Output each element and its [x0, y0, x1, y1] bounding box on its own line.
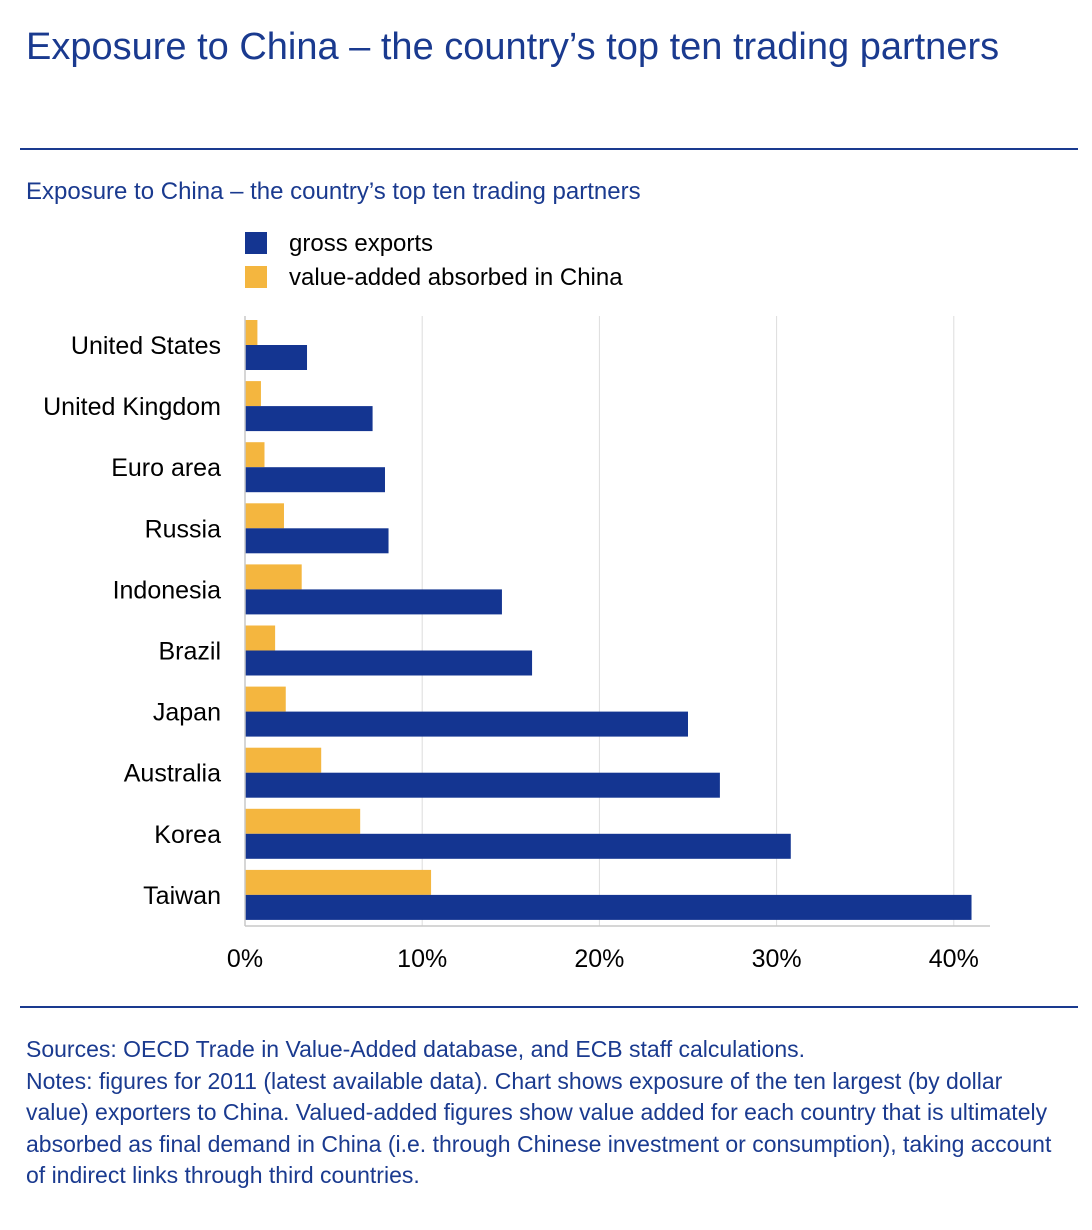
- bar-value-added: [245, 625, 276, 651]
- x-tick-label: 40%: [929, 945, 979, 973]
- category-label: Russia: [145, 515, 222, 543]
- x-tick-label: 10%: [397, 945, 447, 973]
- bottom-divider: [20, 1006, 1078, 1008]
- category-label: United States: [71, 332, 221, 360]
- bar-value-added: [245, 381, 261, 407]
- bar-value-added: [245, 686, 286, 712]
- bar-value-added: [245, 747, 322, 773]
- legend-swatch-gross-exports: [245, 232, 267, 254]
- x-tick-label: 0%: [227, 945, 263, 973]
- category-label: Japan: [153, 699, 221, 727]
- x-tick-label: 30%: [752, 945, 802, 973]
- bar-gross-exports: [245, 528, 389, 554]
- bar-value-added: [245, 503, 284, 529]
- legend-swatch-value-added: [245, 266, 267, 288]
- top-divider: [20, 148, 1078, 150]
- bar-gross-exports: [245, 406, 373, 432]
- category-label: Brazil: [158, 638, 221, 666]
- category-label: Euro area: [111, 454, 221, 482]
- category-label: Taiwan: [143, 882, 221, 910]
- bar-value-added: [245, 320, 258, 345]
- bar-gross-exports: [245, 711, 688, 737]
- sources-note: Sources: OECD Trade in Value-Added datab…: [26, 1036, 806, 1062]
- footer: Sources: OECD Trade in Value-Added datab…: [26, 1034, 1066, 1192]
- x-tick-label: 20%: [574, 945, 624, 973]
- category-label: United Kingdom: [43, 393, 221, 421]
- category-label: Korea: [154, 821, 221, 849]
- bar-gross-exports: [245, 833, 791, 859]
- bar-gross-exports: [245, 650, 533, 676]
- bar-gross-exports: [245, 589, 502, 615]
- category-label: Indonesia: [113, 576, 222, 604]
- bar-gross-exports: [245, 894, 972, 920]
- legend-label: value-added absorbed in China: [289, 264, 623, 291]
- bar-value-added: [245, 564, 302, 590]
- chart-title: Exposure to China – the country’s top te…: [26, 178, 641, 205]
- bar-chart: gross exports value-added absorbed in Chi…: [43, 230, 990, 973]
- bar-gross-exports: [245, 345, 308, 370]
- bar-gross-exports: [245, 772, 720, 798]
- bar-value-added: [245, 808, 361, 834]
- page-title: Exposure to China – the country’s top te…: [26, 26, 1000, 68]
- bar-gross-exports: [245, 467, 385, 493]
- bar-value-added: [245, 442, 265, 468]
- notes-text: Notes: figures for 2011 (latest availabl…: [26, 1067, 1052, 1189]
- bar-value-added: [245, 869, 432, 895]
- category-label: Australia: [124, 760, 221, 788]
- legend-label: gross exports: [289, 230, 433, 257]
